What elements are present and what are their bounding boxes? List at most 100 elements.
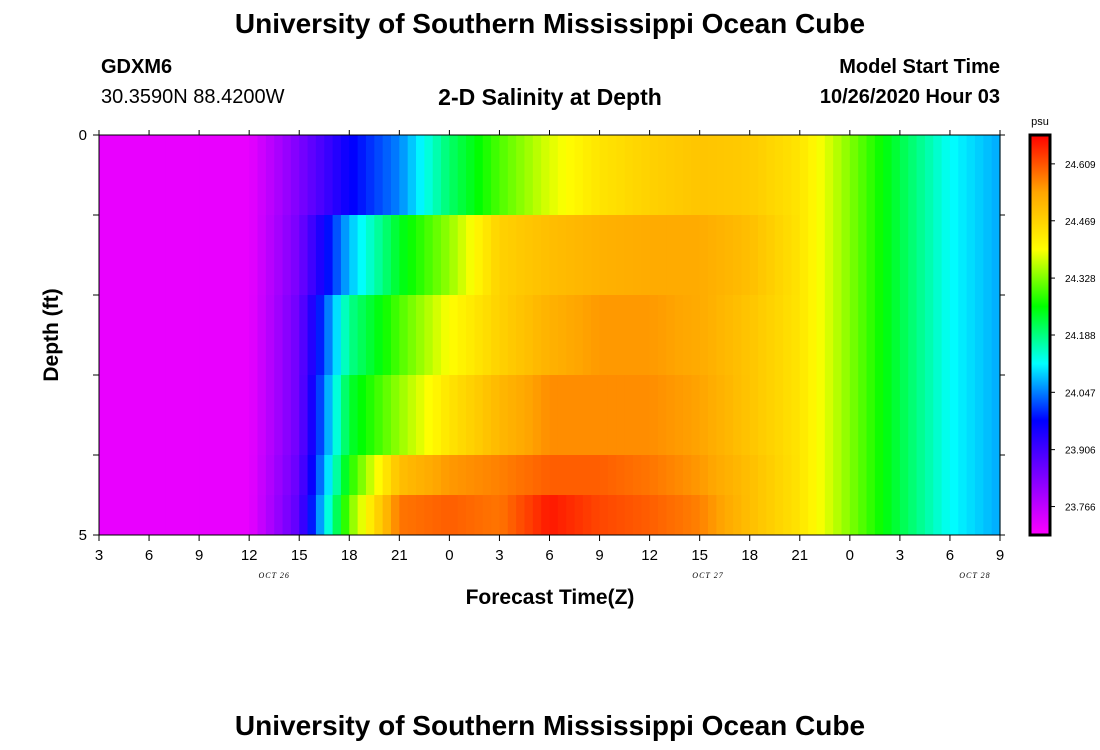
heatmap-cell	[566, 135, 576, 215]
heatmap-cell	[941, 295, 951, 375]
heatmap-cell	[741, 375, 751, 455]
heatmap-cell	[966, 295, 976, 375]
heatmap-cell	[883, 135, 893, 215]
heatmap-cell	[749, 135, 759, 215]
station-coordinates: 30.3590N 88.4200W	[101, 86, 285, 108]
heatmap-cell	[265, 495, 275, 535]
heatmap-cell	[482, 295, 492, 375]
heatmap-cell	[491, 495, 501, 535]
heatmap-cell	[507, 215, 517, 295]
heatmap-cell	[974, 215, 984, 295]
heatmap-cell	[983, 295, 993, 375]
heatmap-cell	[841, 135, 851, 215]
heatmap-cell	[749, 455, 759, 495]
heatmap-cell	[532, 135, 542, 215]
heatmap-cell	[407, 375, 417, 455]
heatmap-cell	[758, 295, 767, 375]
heatmap-cell	[824, 495, 834, 535]
heatmap-cell	[299, 495, 309, 535]
heatmap-cell	[616, 455, 626, 495]
heatmap-cell	[958, 495, 968, 535]
heatmap-cell	[766, 455, 776, 495]
heatmap-cell	[424, 295, 434, 375]
heatmap-cell	[908, 215, 918, 295]
heatmap-cell	[399, 455, 409, 495]
heatmap-cell	[190, 215, 200, 295]
colorbar: psu 24.609 24.469 24.328 24.188 24.047 23.906…	[1028, 116, 1096, 537]
heatmap-cell	[357, 375, 367, 455]
heatmap-cell	[507, 455, 517, 495]
heatmap-cell	[474, 375, 484, 455]
heatmap-cell	[124, 295, 133, 375]
heatmap-cell	[674, 455, 684, 495]
heatmap-cell	[541, 455, 551, 495]
heatmap-cell	[457, 375, 467, 455]
heatmap-cell	[357, 295, 367, 375]
heatmap-cell	[874, 215, 884, 295]
heatmap-cell	[457, 215, 467, 295]
heatmap-cell	[140, 495, 150, 535]
heatmap-cell	[466, 375, 476, 455]
heatmap-cell	[224, 495, 234, 535]
heatmap-cell	[649, 215, 659, 295]
heatmap-cell	[357, 455, 367, 495]
heatmap-cell	[557, 295, 567, 375]
heatmap-cell	[724, 295, 734, 375]
heatmap-cell	[849, 295, 859, 375]
heatmap-cell	[416, 295, 425, 375]
heatmap-cell	[699, 495, 709, 535]
heatmap-cell	[390, 135, 400, 215]
heatmap-cell	[949, 495, 959, 535]
heatmap-cell	[224, 375, 234, 455]
x-tick-label: 9	[195, 547, 203, 564]
heatmap-cell	[290, 375, 300, 455]
heatmap-cell	[299, 135, 309, 215]
heatmap-cell	[199, 295, 209, 375]
heatmap-cell	[599, 455, 609, 495]
heatmap-cell	[883, 215, 893, 295]
heatmap-cell	[516, 295, 526, 375]
heatmap-cell	[883, 495, 893, 535]
heatmap-cell	[340, 135, 350, 215]
heatmap-cell	[441, 495, 450, 535]
heatmap-cell	[791, 375, 801, 455]
heatmap-cell	[424, 455, 434, 495]
heatmap-cell	[874, 375, 884, 455]
heatmap-cell	[599, 295, 609, 375]
heatmap-cell	[240, 375, 250, 455]
heatmap-cell	[432, 455, 442, 495]
heatmap-cell	[399, 375, 409, 455]
heatmap-cell	[899, 215, 909, 295]
heatmap-cell	[499, 455, 509, 495]
heatmap-cell	[949, 375, 959, 455]
heatmap-cell	[607, 455, 617, 495]
heatmap-cell	[282, 215, 292, 295]
heatmap-cell	[983, 495, 993, 535]
heatmap-cell	[908, 455, 918, 495]
heatmap-cell	[416, 495, 425, 535]
heatmap-cell	[974, 375, 984, 455]
date-label: OCT 28	[959, 571, 990, 580]
heatmap-cell	[549, 135, 559, 215]
heatmap-cell	[591, 215, 601, 295]
heatmap-cell	[407, 295, 417, 375]
heatmap-cell	[157, 495, 167, 535]
model-start-label: Model Start Time	[839, 56, 1000, 78]
heatmap-cell	[466, 495, 476, 535]
heatmap-cell	[833, 215, 843, 295]
heatmap-cell	[482, 375, 492, 455]
heatmap-cell	[491, 295, 501, 375]
x-tick-label: 3	[495, 547, 503, 564]
heatmap-cell	[532, 215, 542, 295]
heatmap-cell	[841, 295, 851, 375]
heatmap-cell	[799, 495, 809, 535]
heatmap-cell	[315, 495, 325, 535]
heatmap-cell	[232, 215, 242, 295]
heatmap-cell	[941, 375, 951, 455]
heatmap-cell	[340, 295, 350, 375]
heatmap-cell	[724, 135, 734, 215]
heatmap-cell	[115, 495, 125, 535]
heatmap-cell	[115, 375, 125, 455]
heatmap-cell	[257, 375, 267, 455]
